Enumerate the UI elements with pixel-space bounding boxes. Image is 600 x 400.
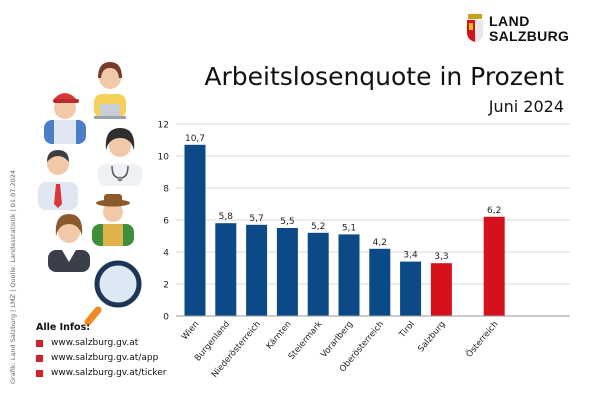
x-tick-label: Salzburg [416, 320, 447, 355]
data-label: 10,7 [185, 134, 205, 144]
data-label: 5,7 [249, 214, 263, 224]
woman-laptop-icon [94, 62, 126, 119]
y-tick-label: 4 [163, 249, 169, 259]
y-tick-label: 6 [163, 217, 169, 227]
y-tick-label: 10 [158, 153, 170, 163]
chart-subtitle: Juni 2024 [488, 97, 564, 116]
y-tick-label: 0 [163, 313, 169, 323]
data-label: 5,1 [342, 223, 356, 233]
x-tick-label: Österreich [464, 319, 501, 360]
farmer-icon [92, 194, 134, 246]
x-tick-label: Tirol [397, 320, 417, 341]
info-link-item[interactable]: www.salzburg.gv.at/ticker [36, 368, 166, 378]
x-tick-label: Kärnten [265, 320, 294, 352]
data-label: 3,3 [434, 252, 448, 262]
bar [276, 228, 298, 316]
businessman-icon [38, 150, 78, 210]
info-box: Alle Infos: www.salzburg.gv.at www.salzb… [36, 322, 166, 383]
bullet-square-icon [36, 339, 43, 347]
magnifier-icon [84, 260, 142, 326]
data-label: 3,4 [403, 251, 418, 261]
info-link-item[interactable]: www.salzburg.gv.at [36, 338, 166, 348]
bar [400, 261, 422, 316]
bar [184, 144, 206, 316]
info-link-app[interactable]: www.salzburg.gv.at/app [51, 353, 159, 363]
info-link-ticker[interactable]: www.salzburg.gv.at/ticker [51, 368, 167, 378]
coat-of-arms-icon [467, 14, 483, 42]
logo-line-1: LAND [489, 13, 530, 29]
x-tick-label: Wien [180, 320, 201, 343]
bar [307, 232, 329, 316]
y-tick-label: 12 [158, 121, 169, 131]
worker-cap-icon [44, 93, 86, 144]
data-label: 5,8 [219, 212, 234, 222]
land-salzburg-logo: LAND SALZBURG [466, 14, 569, 44]
bar [369, 248, 391, 316]
info-link-item[interactable]: www.salzburg.gv.at/app [36, 353, 166, 363]
data-label: 4,2 [373, 238, 387, 248]
chart-title: Arbeitslosenquote in Prozent [204, 62, 564, 91]
bar [338, 234, 360, 316]
logo-line-2: SALZBURG [489, 28, 570, 44]
info-link-website[interactable]: www.salzburg.gv.at [51, 338, 139, 348]
bar [246, 224, 268, 316]
data-label: 6,2 [487, 206, 501, 216]
y-tick-label: 8 [163, 185, 169, 195]
woman-icon [48, 214, 90, 272]
info-title: Alle Infos: [36, 322, 91, 333]
data-label: 5,5 [280, 217, 294, 227]
bar [483, 216, 505, 316]
bar [215, 223, 237, 316]
bullet-square-icon [36, 354, 43, 362]
bullet-square-icon [36, 369, 43, 377]
doctor-icon [98, 128, 142, 186]
data-label: 5,2 [311, 222, 325, 232]
bar [430, 263, 452, 316]
y-tick-label: 2 [163, 281, 169, 291]
